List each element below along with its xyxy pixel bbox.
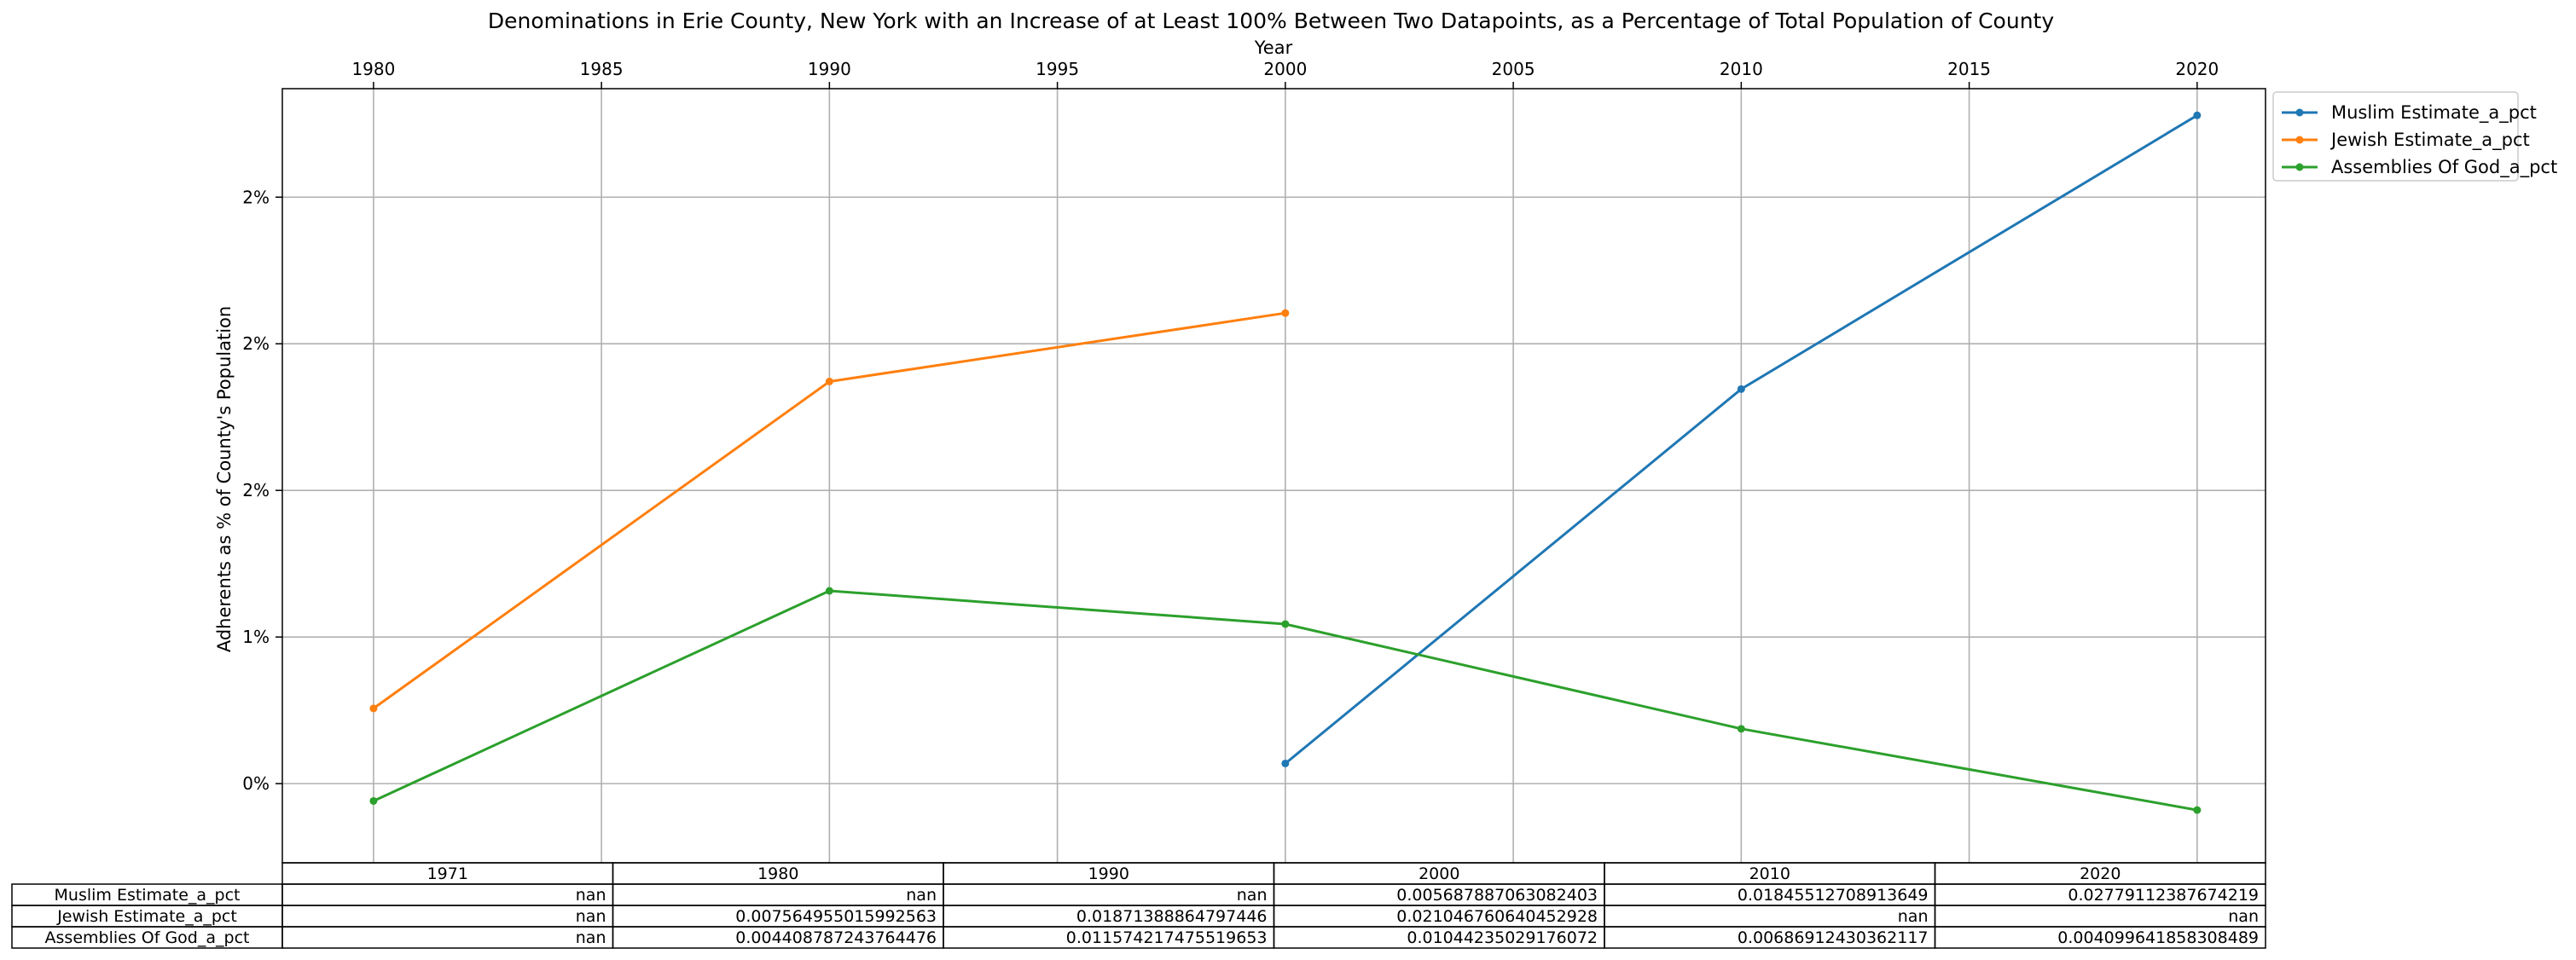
table-cell-value: 0.021046760640452928: [1396, 907, 1598, 926]
data-point: [2193, 806, 2202, 814]
chart-title: Denominations in Erie County, New York w…: [488, 9, 2054, 33]
table-column-header: 1980: [757, 865, 798, 883]
table-column-header: 2010: [1749, 865, 1790, 883]
table-column-header: 1990: [1088, 865, 1129, 883]
y-axis-label: Adherents as % of County's Population: [214, 306, 235, 652]
table-row-label: Muslim Estimate_a_pct: [55, 886, 241, 905]
legend-box: [2272, 91, 2519, 182]
table-cell-value: 0.00686912430362117: [1738, 928, 1929, 947]
data-point: [1737, 725, 1745, 733]
table-cell: [1604, 905, 1936, 928]
x-tick-label: 2010: [1720, 59, 1763, 79]
table-cell-value: nan: [1898, 907, 1929, 926]
table-cell: [281, 926, 614, 949]
data-point: [1737, 385, 1745, 393]
x-tick-label: 2015: [1947, 59, 1991, 79]
table-cell-value: nan: [2228, 907, 2259, 926]
data-point: [1281, 759, 1290, 767]
data-point: [825, 587, 833, 595]
table-cell-value: 0.01044235029176072: [1407, 928, 1598, 947]
y-tick-label: 2%: [242, 333, 270, 354]
table-row-label: Jewish Estimate_a_pct: [56, 907, 237, 926]
x-axis-label: Year: [1254, 38, 1293, 58]
table-cell-value: 0.004408787243764476: [735, 928, 937, 947]
table-cell-value: 0.01845512708913649: [1738, 886, 1929, 905]
y-tick-label: 1%: [242, 627, 270, 647]
data-point: [1281, 620, 1290, 628]
plot-frame: [281, 88, 2266, 864]
data-point: [825, 377, 833, 385]
data-point: [369, 796, 378, 805]
table-cell-value: nan: [1237, 886, 1268, 905]
x-tick-label: 1980: [351, 59, 395, 79]
table-cell-value: nan: [576, 928, 606, 947]
x-tick-label: 2005: [1492, 59, 1535, 79]
table-cell-value: nan: [576, 907, 606, 926]
x-tick-label: 1990: [808, 59, 851, 79]
table-cell: [281, 883, 614, 906]
x-tick-label: 2020: [2175, 59, 2219, 79]
table-column-header: 1971: [427, 865, 468, 883]
table-cell-value: 0.011574217475519653: [1066, 928, 1268, 947]
y-tick-label: 2%: [242, 187, 270, 207]
legend-label: Jewish Estimate_a_pct: [2329, 130, 2530, 151]
x-tick-label: 1995: [1036, 59, 1079, 79]
table-cell-value: 0.004099641858308489: [2057, 928, 2259, 947]
legend-label: Muslim Estimate_a_pct: [2331, 102, 2537, 124]
table-column-header: 2020: [2080, 865, 2121, 883]
table-cell-value: nan: [576, 886, 606, 905]
table-cell-value: 0.005687887063082403: [1396, 886, 1598, 905]
table-cell: [1934, 926, 2266, 949]
table-cell: [281, 905, 614, 928]
y-tick-label: 2%: [242, 480, 270, 500]
x-tick-label: 1985: [580, 59, 624, 79]
table-cell-value: 0.01871388864797446: [1076, 907, 1268, 926]
legend-label: Assemblies Of God_a_pct: [2331, 157, 2557, 178]
table-cell: [1934, 905, 2266, 928]
x-tick-label: 2000: [1263, 59, 1307, 79]
table-cell-value: nan: [906, 886, 937, 905]
table-cell: [612, 883, 944, 906]
data-point: [1281, 309, 1290, 317]
legend-marker: [2295, 163, 2304, 171]
table-cell-value: 0.007564955015992563: [735, 907, 937, 926]
data-point: [369, 704, 378, 713]
table-cell-value: 0.02779112387674219: [2068, 886, 2259, 905]
table-cell: [943, 883, 1275, 906]
table-column-header: 2000: [1419, 865, 1459, 883]
legend-marker: [2295, 136, 2304, 144]
table-row-label: Assemblies Of God_a_pct: [45, 928, 250, 947]
legend-marker: [2295, 108, 2304, 117]
data-point: [2193, 111, 2202, 119]
y-tick-label: 0%: [242, 773, 270, 794]
